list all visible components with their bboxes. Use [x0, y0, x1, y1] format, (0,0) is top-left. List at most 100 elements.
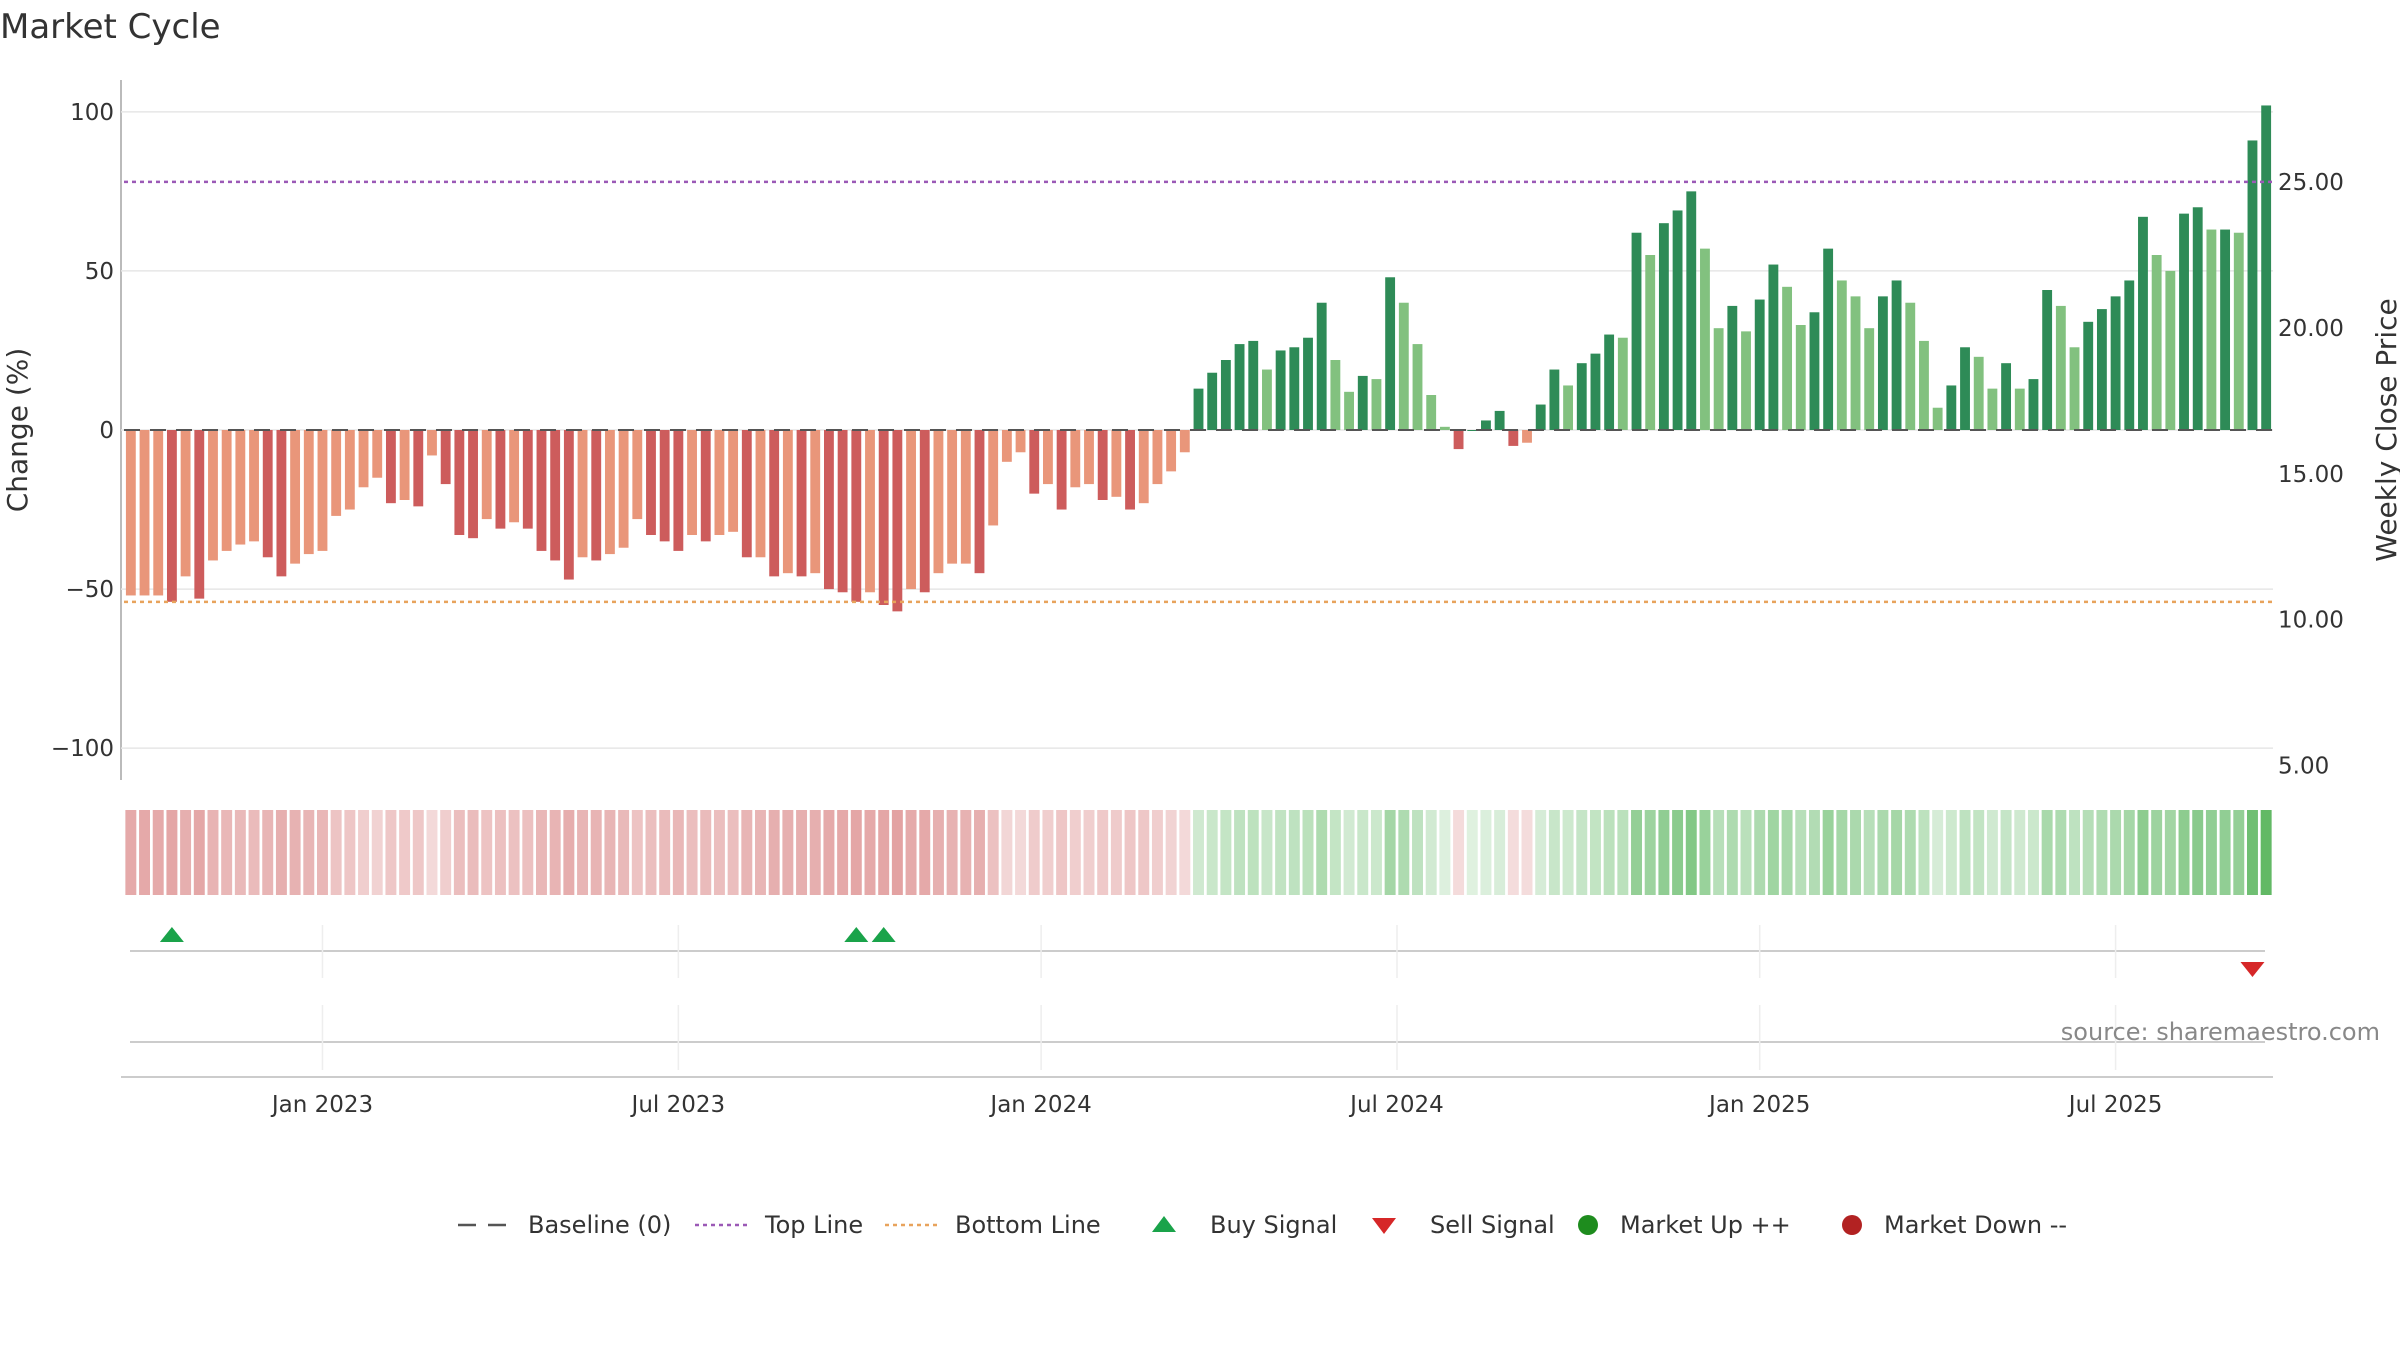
bar: [2014, 388, 2025, 430]
bar: [1604, 334, 1615, 430]
bar: [235, 430, 246, 545]
bar: [221, 430, 232, 551]
strip-cell: [234, 810, 246, 895]
strip-cell: [1685, 810, 1697, 895]
bar: [372, 430, 383, 478]
strip-cell: [1986, 810, 1998, 895]
bar: [454, 430, 465, 535]
strip-cell: [467, 810, 479, 895]
strip-cell: [2082, 810, 2094, 895]
strip-cell: [768, 810, 780, 895]
signal-panel-grid: [130, 925, 2265, 1070]
strip-cell: [672, 810, 684, 895]
strip-cell: [1329, 810, 1341, 895]
strip-cell: [330, 810, 342, 895]
legend-swatch: [1842, 1215, 1862, 1235]
bar: [1193, 388, 1204, 430]
y2-tick-label: 25.00: [2278, 170, 2344, 196]
bar: [1029, 430, 1040, 494]
strip-cell: [905, 810, 917, 895]
legend-item-up: Market Up ++: [1578, 1211, 1791, 1239]
strip-cell: [1507, 810, 1519, 895]
buy-signal-marker: [844, 927, 869, 942]
bar: [481, 430, 492, 520]
bar: [2042, 290, 2053, 430]
strip-cell: [2110, 810, 2122, 895]
legend-swatch: [1372, 1218, 1396, 1234]
strip-cell: [1015, 810, 1027, 895]
bar: [878, 430, 889, 605]
bar: [1125, 430, 1135, 510]
bar: [1563, 385, 1574, 430]
strip-cell: [262, 810, 274, 895]
strip-cell: [837, 810, 849, 895]
y-axis-ticks: 100 50 0 −50 −100: [51, 100, 114, 762]
bar: [290, 430, 301, 564]
strip-cell: [1357, 810, 1369, 895]
strip-cell: [1069, 810, 1081, 895]
strip-cell: [1548, 810, 1560, 895]
strip-cell: [700, 810, 712, 895]
buy-signal-marker: [159, 927, 184, 942]
bar: [208, 430, 218, 561]
strip-cell: [1453, 810, 1465, 895]
strip-cell: [1398, 810, 1410, 895]
strip-cell: [1521, 810, 1533, 895]
bar: [1713, 328, 1724, 430]
bar: [728, 430, 739, 532]
bar: [2220, 229, 2231, 430]
bar: [1576, 363, 1587, 430]
strip-cell: [1247, 810, 1259, 895]
x-tick-label: Jan 2025: [1707, 1092, 1810, 1118]
strip-cell: [549, 810, 561, 895]
strip-cell: [2192, 810, 2204, 895]
bar: [358, 430, 369, 488]
bar: [427, 430, 437, 456]
bar: [344, 430, 355, 510]
bar: [440, 430, 451, 485]
bar: [1234, 344, 1245, 430]
bar: [317, 430, 328, 551]
strip-cell: [1288, 810, 1300, 895]
strip-cell: [987, 810, 999, 895]
bar: [1535, 404, 1546, 430]
bar: [331, 430, 342, 516]
strip-cell: [180, 810, 192, 895]
bar: [1836, 280, 1847, 430]
bar: [687, 430, 697, 535]
strip-cell: [1891, 810, 1903, 895]
bar: [2165, 270, 2176, 430]
strip-cell: [1945, 810, 1957, 895]
bar: [1070, 430, 1081, 488]
strip-cell: [2233, 810, 2245, 895]
legend-label: Baseline (0): [528, 1211, 671, 1239]
bar: [1631, 232, 1642, 430]
bar: [933, 430, 944, 574]
strip-cell: [1206, 810, 1218, 895]
bar: [1700, 248, 1710, 430]
bar: [646, 430, 656, 535]
strip-cell: [1562, 810, 1574, 895]
momentum-strip: [125, 810, 2272, 895]
strip-cell: [358, 810, 370, 895]
strip-cell: [166, 810, 178, 895]
bar: [1508, 430, 1519, 446]
strip-cell: [1056, 810, 1068, 895]
bar: [837, 430, 848, 593]
strip-cell: [741, 810, 753, 895]
legend-item-down: Market Down --: [1842, 1211, 2067, 1239]
bar: [1987, 388, 1998, 430]
strip-cell: [2137, 810, 2149, 895]
bar: [659, 430, 670, 542]
strip-cell: [1877, 810, 1889, 895]
bar: [1426, 395, 1437, 430]
legend-label: Buy Signal: [1210, 1211, 1337, 1239]
strip-cell: [1740, 810, 1752, 895]
strip-cell: [755, 810, 766, 895]
bar: [125, 430, 136, 596]
bar: [1590, 353, 1601, 430]
strip-cell: [1617, 810, 1629, 895]
strip-cell: [453, 810, 465, 895]
y-tick-label: 0: [99, 418, 114, 444]
strip-cell: [1261, 810, 1273, 895]
